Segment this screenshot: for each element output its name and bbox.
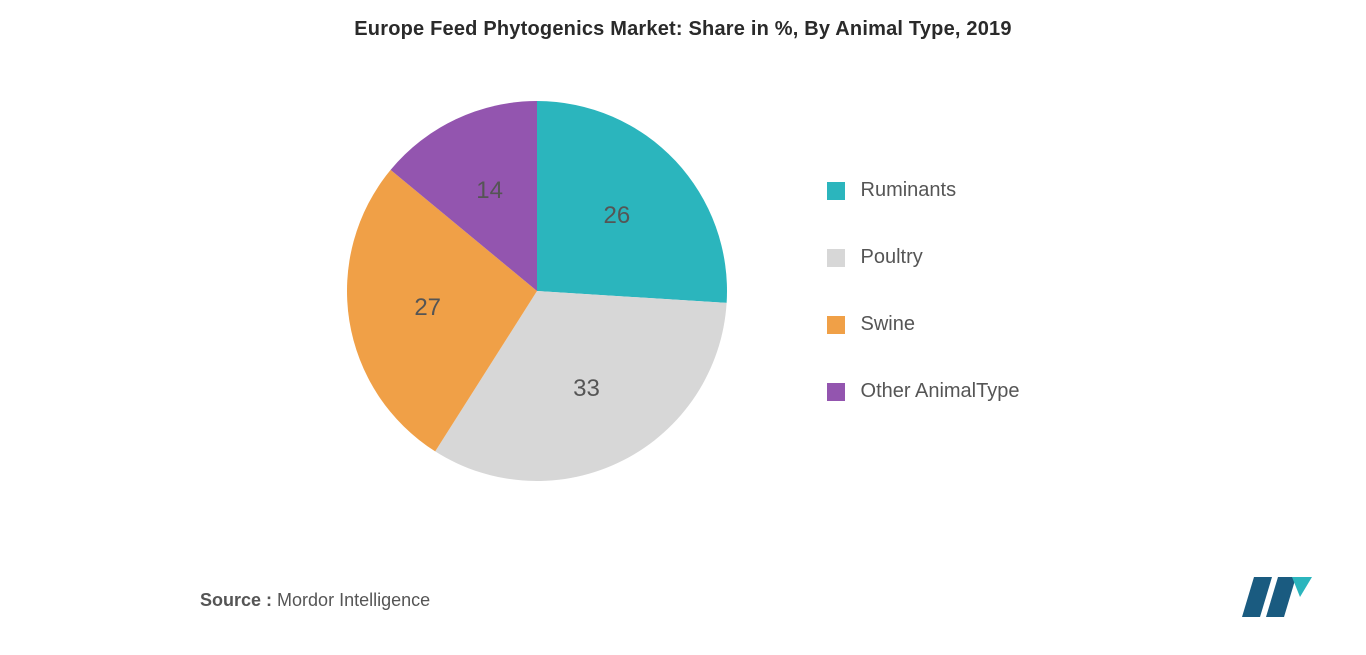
legend-swatch — [827, 316, 845, 334]
legend-label: Ruminants — [861, 179, 957, 202]
chart-legend: Ruminants Poultry Swine Other AnimalType — [827, 179, 1020, 403]
legend-swatch — [827, 182, 845, 200]
source-footer: Source : Mordor Intelligence — [200, 590, 430, 611]
brand-logo — [1240, 577, 1312, 625]
pie-slice — [537, 101, 727, 303]
legend-label: Poultry — [861, 246, 923, 269]
legend-item: Swine — [827, 313, 1020, 336]
legend-item: Other AnimalType — [827, 380, 1020, 403]
legend-item: Ruminants — [827, 179, 1020, 202]
chart-container: Europe Feed Phytogenics Market: Share in… — [0, 0, 1366, 655]
pie-chart: 26332714 — [347, 101, 727, 481]
source-value: Mordor Intelligence — [277, 590, 430, 610]
legend-label: Swine — [861, 313, 915, 336]
pie-svg — [347, 101, 727, 481]
chart-body: 26332714 Ruminants Poultry Swine Other Anim… — [40, 71, 1326, 511]
legend-swatch — [827, 383, 845, 401]
legend-label: Other AnimalType — [861, 380, 1020, 403]
chart-title: Europe Feed Phytogenics Market: Share in… — [40, 18, 1326, 41]
legend-swatch — [827, 249, 845, 267]
legend-item: Poultry — [827, 246, 1020, 269]
source-label: Source : — [200, 590, 272, 610]
